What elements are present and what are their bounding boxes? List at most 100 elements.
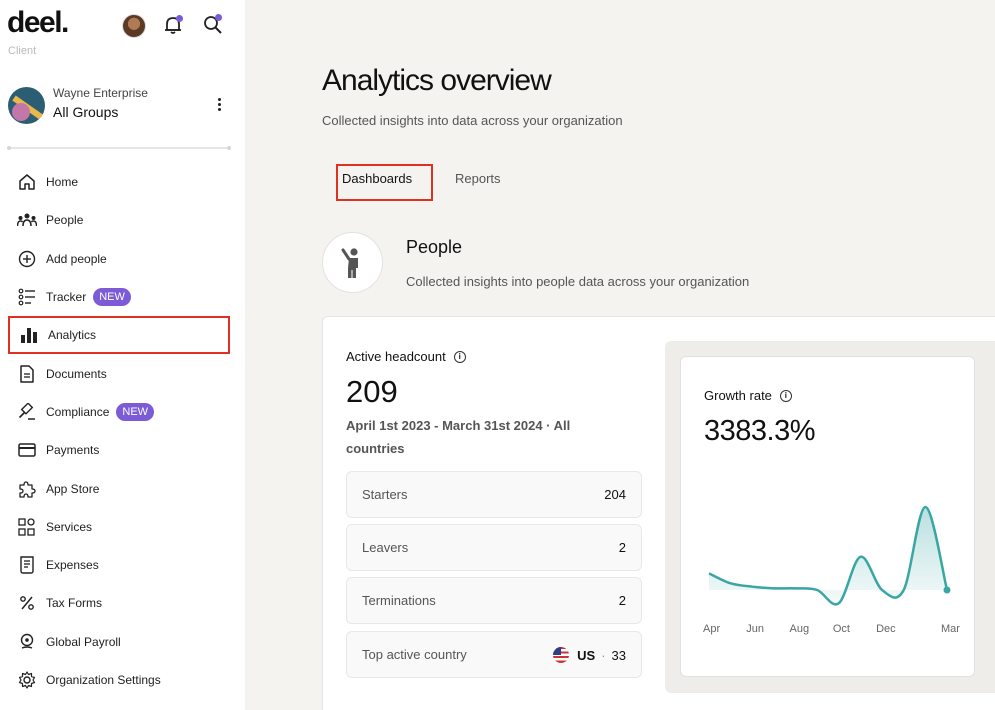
us-flag-icon <box>553 646 570 663</box>
home-icon <box>17 172 37 192</box>
growth-rate-value: 3383.3% <box>704 415 816 447</box>
user-avatar[interactable] <box>122 14 146 38</box>
sidebar-item-analytics[interactable]: Analytics <box>8 316 230 355</box>
organization-switcher[interactable]: Wayne Enterprise All Groups <box>8 86 238 126</box>
organization-name: Wayne Enterprise <box>53 86 148 100</box>
stat-label: Starters <box>362 487 408 502</box>
tab-reports[interactable]: Reports <box>455 171 501 186</box>
sidebar-item-label: Tax Forms <box>46 596 103 611</box>
sidebar-item-compliance[interactable]: Compliance NEW <box>8 393 230 431</box>
sidebar-item-tax-forms[interactable]: Tax Forms <box>8 584 230 622</box>
country-count: 33 <box>611 647 626 663</box>
country-code: US <box>577 647 596 663</box>
info-icon[interactable]: i <box>453 350 466 363</box>
main-content: Analytics overview Collected insights in… <box>245 0 995 710</box>
sidebar-item-label: Payments <box>46 443 100 458</box>
x-tick-label: Apr <box>703 623 721 635</box>
sidebar-item-label: Add people <box>46 251 107 266</box>
tracker-icon <box>17 287 37 307</box>
x-tick-label: Mar <box>941 623 960 635</box>
people-dashboard-card: Active headcount i 209 April 1st 2023 - … <box>322 316 995 710</box>
sidebar-item-label: Home <box>46 175 79 190</box>
stat-row-terminations: Terminations 2 <box>346 577 642 624</box>
add-circle-icon <box>17 249 37 269</box>
sidebar-item-add-people[interactable]: Add people <box>8 240 230 278</box>
section-title: People <box>406 237 463 257</box>
stat-value: 204 <box>604 487 626 502</box>
stat-row-starters: Starters 204 <box>346 471 642 518</box>
globe-payroll-icon <box>17 632 37 652</box>
services-grid-icon <box>17 517 37 537</box>
stat-row-top-country: Top active country US · 33 <box>346 631 642 678</box>
sidebar-item-label: App Store <box>46 481 100 496</box>
stat-row-leavers: Leavers 2 <box>346 524 642 571</box>
sidebar-item-organization-settings[interactable]: Organization Settings <box>8 661 230 699</box>
stat-value: 2 <box>618 593 626 608</box>
growth-area-fill <box>709 507 947 605</box>
credit-card-icon <box>17 440 37 460</box>
puzzle-icon <box>17 479 37 499</box>
sidebar-item-home[interactable]: Home <box>8 163 230 201</box>
growth-last-point[interactable] <box>943 586 951 594</box>
sidebar-item-label: Global Payroll <box>46 634 121 649</box>
active-headcount-value: 209 <box>346 374 398 409</box>
sidebar-item-documents[interactable]: Documents <box>8 354 230 392</box>
stat-value: US · 33 <box>553 646 626 663</box>
document-icon <box>17 364 37 384</box>
sidebar-item-global-payroll[interactable]: Global Payroll <box>8 623 230 661</box>
sidebar-item-tracker[interactable]: Tracker NEW <box>8 278 230 316</box>
x-tick-label: Jun <box>746 623 765 635</box>
notifications-bell-icon[interactable] <box>162 14 184 36</box>
more-options-icon[interactable] <box>214 98 224 114</box>
stat-label: Terminations <box>362 593 436 608</box>
stat-value: 2 <box>618 540 626 555</box>
gear-icon <box>17 670 37 690</box>
sidebar-item-label: Expenses <box>46 558 99 573</box>
tab-dashboards[interactable]: Dashboards <box>336 164 433 201</box>
person-waving-icon <box>322 232 383 293</box>
new-badge: NEW <box>116 402 155 421</box>
x-tick-label: Dec <box>876 623 896 635</box>
sidebar-item-label: Tracker <box>46 290 87 305</box>
sidebar: deel. Client Wayne Enterprise All Groups… <box>0 0 245 710</box>
headcount-date-range: April 1st 2023 - March 31st 2024 · All c… <box>346 418 571 456</box>
stat-label: Top active country <box>362 647 467 662</box>
percent-icon <box>17 593 37 613</box>
sidebar-item-label: Compliance <box>46 404 110 419</box>
sidebar-item-label: Services <box>46 519 93 534</box>
deel-logo[interactable]: deel. <box>7 6 69 39</box>
organization-group: All Groups <box>53 104 119 120</box>
people-icon <box>17 210 37 230</box>
stat-label: Leavers <box>362 540 409 555</box>
x-tick-label: Aug <box>789 623 810 635</box>
sidebar-item-services[interactable]: Services <box>8 508 230 546</box>
active-headcount-title: Active headcount <box>346 349 446 364</box>
growth-series-line <box>708 505 949 606</box>
search-icon[interactable] <box>202 14 224 36</box>
section-subtitle: Collected insights into people data acro… <box>406 274 750 289</box>
new-badge: NEW <box>93 288 131 307</box>
bar-chart-icon <box>19 325 39 345</box>
growth-rate-label: Growth rate i <box>704 388 792 403</box>
sidebar-item-label: Analytics <box>48 328 97 343</box>
active-headcount-label: Active headcount i <box>346 349 466 364</box>
sidebar-item-label: Documents <box>46 366 107 381</box>
sidebar-item-app-store[interactable]: App Store <box>8 469 230 507</box>
receipt-icon <box>17 555 37 575</box>
sidebar-divider <box>7 146 231 150</box>
organization-avatar <box>8 87 45 124</box>
x-tick-label: Oct <box>832 623 850 635</box>
page-subtitle: Collected insights into data across your… <box>322 113 623 128</box>
sidebar-item-label: Organization Settings <box>46 673 161 687</box>
growth-panel: Growth rate i 3383.3% Apr Jun Aug Oct Dec Mar <box>665 341 995 693</box>
separator: · <box>601 647 606 663</box>
growth-rate-card: Growth rate i 3383.3% Apr Jun Aug Oct Dec Mar <box>680 356 975 677</box>
sidebar-item-people[interactable]: People <box>8 201 230 239</box>
growth-rate-title: Growth rate <box>704 388 772 403</box>
sidebar-item-expenses[interactable]: Expenses <box>8 546 230 584</box>
info-icon[interactable]: i <box>779 389 792 402</box>
account-role-label: Client <box>8 45 37 57</box>
growth-rate-chart <box>708 505 951 606</box>
sidebar-item-label: People <box>46 213 84 228</box>
sidebar-item-payments[interactable]: Payments <box>8 431 230 469</box>
